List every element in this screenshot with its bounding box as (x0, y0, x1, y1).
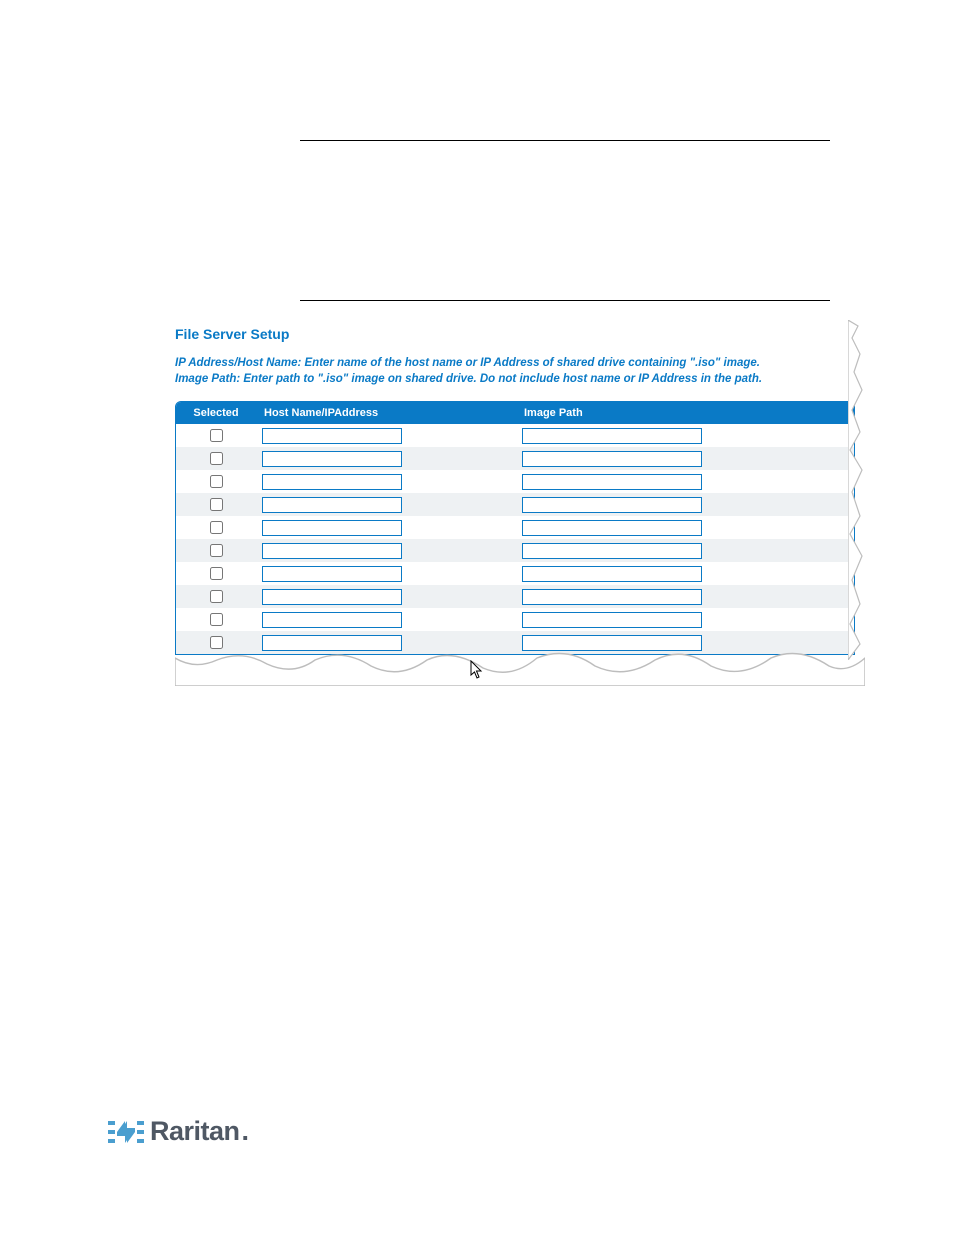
cell-path (516, 539, 854, 562)
cell-path (516, 585, 854, 608)
cell-path (516, 562, 854, 585)
cell-host (256, 608, 516, 631)
cell-host (256, 470, 516, 493)
host-input[interactable] (262, 566, 402, 582)
form-description: IP Address/Host Name: Enter name of the … (175, 356, 855, 387)
cell-host (256, 631, 516, 654)
table-row (176, 493, 854, 516)
cell-path (516, 470, 854, 493)
col-selected: Selected (176, 402, 256, 424)
file-server-setup-form: File Server Setup IP Address/Host Name: … (175, 326, 855, 686)
table-row (176, 424, 854, 447)
cell-selected (176, 585, 256, 608)
cell-path (516, 493, 854, 516)
image-path-input[interactable] (522, 589, 702, 605)
selected-checkbox[interactable] (210, 590, 223, 603)
table-row (176, 470, 854, 493)
cell-selected (176, 493, 256, 516)
cell-selected (176, 470, 256, 493)
cell-path (516, 447, 854, 470)
selected-checkbox[interactable] (210, 452, 223, 465)
file-server-table-frame: Selected Host Name/IPAddress Image Path (175, 401, 855, 655)
cell-selected (176, 424, 256, 447)
selected-checkbox[interactable] (210, 636, 223, 649)
cancel-button[interactable]: Cancel (229, 668, 283, 686)
brand-logo-text: Raritan (150, 1116, 240, 1147)
host-input[interactable] (262, 428, 402, 444)
selected-checkbox[interactable] (210, 544, 223, 557)
cell-selected (176, 608, 256, 631)
cell-host (256, 424, 516, 447)
sub-divider (300, 300, 830, 301)
cell-selected (176, 447, 256, 470)
table-row (176, 631, 854, 654)
cell-host (256, 539, 516, 562)
cell-host (256, 562, 516, 585)
cell-path (516, 631, 854, 654)
image-path-input[interactable] (522, 520, 702, 536)
col-path: Image Path (516, 402, 854, 424)
image-path-input[interactable] (522, 543, 702, 559)
image-path-input[interactable] (522, 497, 702, 513)
brand-logo-dot: . (242, 1116, 250, 1147)
brand-logo-mark-icon (108, 1117, 144, 1147)
cell-path (516, 608, 854, 631)
selected-checkbox[interactable] (210, 521, 223, 534)
table-row (176, 516, 854, 539)
table-row (176, 585, 854, 608)
selected-checkbox[interactable] (210, 567, 223, 580)
cell-path (516, 424, 854, 447)
cell-path (516, 516, 854, 539)
desc-line-1: IP Address/Host Name: Enter name of the … (175, 357, 760, 369)
cell-selected (176, 631, 256, 654)
table-header-row: Selected Host Name/IPAddress Image Path (176, 402, 854, 424)
image-path-input[interactable] (522, 451, 702, 467)
table-row (176, 539, 854, 562)
cell-host (256, 516, 516, 539)
file-server-table: Selected Host Name/IPAddress Image Path (176, 402, 854, 654)
cell-host (256, 585, 516, 608)
selected-checkbox[interactable] (210, 429, 223, 442)
selected-checkbox[interactable] (210, 498, 223, 511)
host-input[interactable] (262, 543, 402, 559)
table-row (176, 608, 854, 631)
host-input[interactable] (262, 497, 402, 513)
host-input[interactable] (262, 635, 402, 651)
cell-selected (176, 516, 256, 539)
cell-selected (176, 562, 256, 585)
host-input[interactable] (262, 474, 402, 490)
selected-checkbox[interactable] (210, 613, 223, 626)
image-path-input[interactable] (522, 566, 702, 582)
selected-checkbox[interactable] (210, 475, 223, 488)
table-row (176, 447, 854, 470)
image-path-input[interactable] (522, 428, 702, 444)
image-path-input[interactable] (522, 635, 702, 651)
cell-host (256, 493, 516, 516)
host-input[interactable] (262, 520, 402, 536)
save-button[interactable]: Save (175, 668, 220, 686)
host-input[interactable] (262, 451, 402, 467)
cell-selected (176, 539, 256, 562)
desc-line-2: Image Path: Enter path to ".iso" image o… (175, 373, 762, 385)
image-path-input[interactable] (522, 612, 702, 628)
header-divider (300, 140, 830, 141)
button-row: Save Cancel (175, 667, 855, 686)
table-row (176, 562, 854, 585)
form-title: File Server Setup (175, 326, 855, 342)
image-path-input[interactable] (522, 474, 702, 490)
col-host: Host Name/IPAddress (256, 402, 516, 424)
cell-host (256, 447, 516, 470)
host-input[interactable] (262, 589, 402, 605)
host-input[interactable] (262, 612, 402, 628)
brand-logo: Raritan . (108, 1116, 249, 1147)
